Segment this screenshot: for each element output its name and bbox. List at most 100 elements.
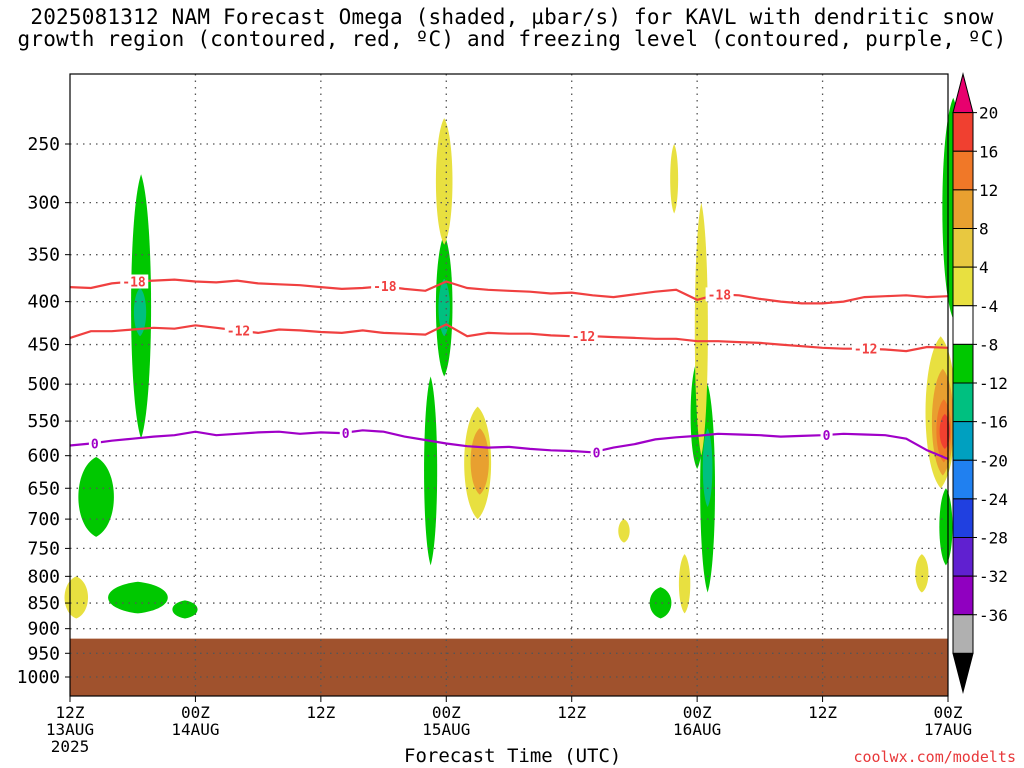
omega-region: [915, 554, 929, 593]
colorbar-swatch: [952, 266, 974, 307]
colorbar-label: -28: [979, 529, 1008, 548]
x-tick-label: 12Z: [306, 703, 335, 722]
x-tick-label: 17AUG: [924, 720, 972, 739]
y-tick-label: 450: [27, 335, 60, 356]
chart-title: 2025081312 NAM Forecast Omega (shaded, µ…: [0, 6, 1024, 50]
contour-label: -12: [572, 330, 595, 345]
colorbar-swatch: [952, 498, 974, 538]
colorbar-swatch: [952, 150, 974, 191]
colorbar-swatch: [952, 343, 974, 384]
colorbar-swatch: [952, 228, 974, 268]
y-tick-label: 900: [27, 619, 60, 640]
colorbar-cap-bottom: [952, 652, 974, 694]
colorbar-label: -24: [979, 490, 1008, 509]
omega-region: [939, 488, 953, 566]
credit-text: coolwx.com/modelts: [853, 748, 1016, 766]
y-tick-label: 700: [27, 509, 60, 530]
omega-region: [172, 600, 198, 619]
contour-line--12: [69, 323, 949, 353]
omega-region: [108, 581, 168, 614]
colorbar-label: 4: [979, 258, 989, 277]
x-tick-label: 00Z: [432, 703, 461, 722]
contour-label-bg: [339, 426, 352, 441]
x-axis-label: Forecast Time (UTC): [404, 745, 622, 767]
contour-label: -12: [227, 324, 250, 339]
omega-region: [678, 554, 691, 614]
colorbar-label: 8: [979, 220, 989, 239]
contour-label: -18: [708, 288, 732, 303]
colorbar-label: 20: [979, 104, 998, 123]
omega-shading-layer: [64, 97, 965, 619]
contour-label-bg: [371, 279, 400, 294]
contour-label-bg: [569, 329, 598, 344]
omega-region: [424, 376, 438, 566]
x-tick-label: 00Z: [683, 703, 712, 722]
contour-label-bg: [120, 274, 149, 289]
contour-label: -18: [373, 280, 397, 295]
x-tick-label: 00Z: [181, 703, 210, 722]
x-tick-label: 16AUG: [673, 720, 721, 739]
x-tick-label: 12Z: [557, 703, 586, 722]
colorbar-label: 12: [979, 181, 998, 200]
y-tick-label: 950: [27, 643, 60, 664]
y-tick-label: 600: [27, 446, 60, 467]
y-tick-label: 650: [27, 478, 60, 499]
omega-region: [470, 428, 489, 495]
colorbar-legend: 20 16 12 8 4 -4 -8 -12 -16 -20 -24 -28 -32 -36: [952, 72, 1008, 694]
y-tick-label: 300: [27, 193, 60, 214]
contour-line--18: [69, 278, 949, 305]
colorbar-label: -8: [979, 335, 998, 354]
colorbar-swatch: [952, 575, 974, 616]
chart-title-line1: 2025081312 NAM Forecast Omega (shaded, µ…: [30, 5, 994, 29]
chart-title-line2: growth region (contoured, red, ºC) and f…: [17, 27, 1007, 51]
omega-region: [649, 587, 672, 619]
contour-label-bg: [851, 341, 880, 356]
contour-lines-layer: -18 -18 -18 -12 -12 -12 0 0 0 0: [69, 274, 949, 461]
x-tick-label: 12Z: [56, 703, 85, 722]
omega-region: [670, 144, 679, 214]
ground-below-surface: [70, 638, 948, 696]
contour-label: -12: [854, 343, 877, 358]
x-tick-label: 00Z: [934, 703, 963, 722]
x-tick-label: 2025: [51, 737, 90, 756]
colorbar-swatch: [952, 459, 974, 500]
contour-label-bg: [590, 445, 603, 460]
contour-label: 0: [593, 446, 601, 461]
colorbar-label: -20: [979, 451, 1008, 470]
colorbar-swatch: [952, 112, 974, 152]
y-tick-label: 800: [27, 566, 60, 587]
omega-region: [78, 457, 114, 537]
omega-region: [702, 428, 713, 507]
colorbar-label: -16: [979, 413, 1008, 432]
y-tick-label: 500: [27, 374, 60, 395]
x-tick-label: 12Z: [808, 703, 837, 722]
y-tick-label: 750: [27, 538, 60, 559]
contour-label-bg: [224, 323, 253, 338]
x-tick-label: 13AUG: [46, 720, 94, 739]
colorbar-label: -12: [979, 374, 1008, 393]
grid-lines: [70, 74, 948, 696]
contour-label: -18: [122, 276, 146, 291]
colorbar-swatch: [952, 537, 974, 577]
y-axis: 250 300 350 400 450 500 550 600 650 700 750 800 850 9…: [17, 134, 70, 688]
colorbar-swatch: [952, 614, 974, 654]
y-tick-label: 350: [27, 245, 60, 266]
colorbar-label: 16: [979, 142, 998, 161]
colorbar-swatch: [952, 421, 974, 461]
y-tick-label: 1000: [17, 667, 60, 688]
y-tick-label: 400: [27, 292, 60, 313]
contour-label-bg: [820, 428, 833, 443]
contour-line-0: [69, 429, 949, 461]
colorbar-label: -32: [979, 567, 1008, 586]
omega-region: [618, 519, 630, 543]
plot-frame: [69, 73, 949, 697]
contour-label: 0: [342, 427, 350, 442]
colorbar-swatch: [952, 305, 974, 345]
contour-label: 0: [823, 429, 831, 444]
colorbar-label: -4: [979, 297, 998, 316]
omega-region: [438, 278, 450, 337]
colorbar-label: -36: [979, 606, 1008, 625]
